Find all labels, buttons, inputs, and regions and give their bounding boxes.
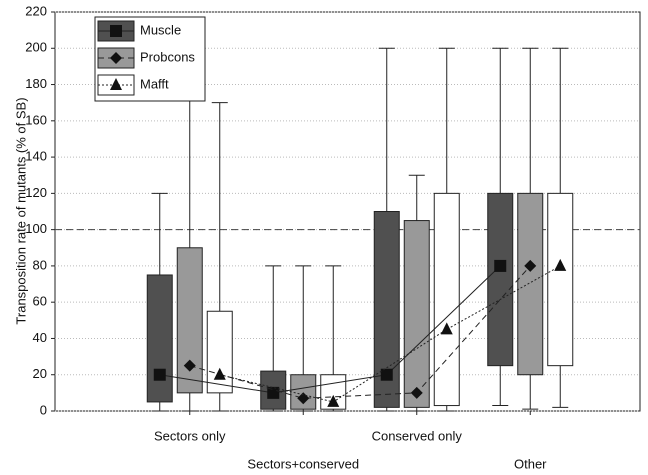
y-tick-label: 40 [33, 330, 47, 345]
mean-marker [494, 259, 507, 272]
box [547, 192, 574, 367]
mean-marker [524, 259, 537, 272]
legend-label: Mafft [140, 76, 169, 91]
mean-marker [183, 359, 196, 372]
mean-marker [153, 368, 166, 381]
plot-frame [54, 11, 641, 412]
x-tick-label: Other [514, 456, 547, 471]
y-tick-label: 100 [25, 221, 47, 236]
box [403, 220, 430, 408]
x-tick-label: Sectors only [154, 428, 226, 443]
x-tick-label: Conserved only [372, 428, 463, 443]
y-tick-label: 180 [25, 76, 47, 91]
x-tick-label: Sectors+conserved [247, 456, 359, 471]
y-tick-label: 0 [40, 402, 47, 417]
y-tick-label: 220 [25, 3, 47, 18]
y-tick-label: 140 [25, 149, 47, 164]
y-axis-label: Transposition rate of mutants (% of SB) [13, 97, 28, 324]
box [487, 192, 514, 367]
mean-marker [380, 368, 393, 381]
y-tick-label: 200 [25, 40, 47, 55]
y-tick-label: 20 [33, 366, 47, 381]
mean-marker [213, 367, 226, 380]
box [146, 274, 173, 403]
legend-label: Probcons [140, 49, 195, 64]
mean-line [159, 265, 501, 394]
legend-marker [110, 25, 122, 37]
mean-marker [267, 386, 280, 399]
mean-marker [410, 386, 423, 399]
box [433, 192, 460, 407]
legend-marker [110, 78, 122, 90]
mean-line [189, 265, 531, 399]
y-tick-label: 80 [33, 257, 47, 272]
mean-line [219, 265, 561, 403]
legend-marker [110, 52, 122, 64]
y-tick-label: 60 [33, 294, 47, 309]
y-tick-label: 160 [25, 112, 47, 127]
box [517, 192, 544, 376]
mean-marker [327, 394, 340, 407]
y-tick-label: 120 [25, 185, 47, 200]
legend-label: Muscle [140, 22, 181, 37]
mean-marker [440, 322, 453, 335]
box [206, 310, 233, 394]
mean-marker [554, 258, 567, 271]
